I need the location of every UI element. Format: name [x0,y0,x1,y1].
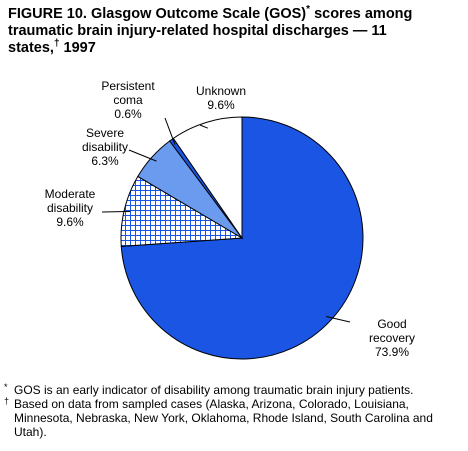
title-line1: FIGURE 10. Glasgow Outcome Scale (GOS) [8,6,307,22]
title-line3b: 1997 [59,40,96,56]
title-footnote-mark-2: † [53,38,60,50]
footnote-text: Based on data from sampled cases (Alaska… [14,397,433,439]
slice-label-moderate-disability: Moderate disability 9.6% [45,187,96,229]
slice-label-good-recovery: Good recovery 73.9% [369,317,415,359]
pie-slices [120,116,364,360]
footnote-mark: † [4,396,10,406]
leader-line-unknown [199,124,209,129]
leader-lines [101,117,351,323]
chart-title: FIGURE 10. Glasgow Outcome Scale (GOS)* … [8,4,464,57]
title-line3a: states, [8,40,54,56]
slice-label-severe-disability: Severe disability 6.3% [82,126,128,168]
pie-slice-unknown [172,116,243,240]
slice-label-persistent-coma: Persistent coma 0.6% [101,79,155,121]
title-line1b: scores among [310,6,413,22]
title-line2: traumatic brain injury-related hospital … [8,23,387,39]
leader-line-good-recovery [325,315,351,323]
footnote-states: † Based on data from sampled cases (Alas… [4,396,464,439]
slice-labels: Good recovery 73.9% Moderate disability 9.6% S… [45,79,415,359]
slice-label-unknown: Unknown 9.6% [196,84,246,112]
leader-line-persistent-coma [164,117,176,145]
title-footnote-mark-1: * [306,4,311,16]
footnote-mark: * [4,382,8,392]
footnotes: * GOS is an early indicator of disabilit… [4,382,464,439]
leader-line-severe-disability [128,149,157,162]
footnote-gos: * GOS is an early indicator of disabilit… [4,382,464,397]
footnote-text: GOS is an early indicator of disability … [14,383,414,397]
